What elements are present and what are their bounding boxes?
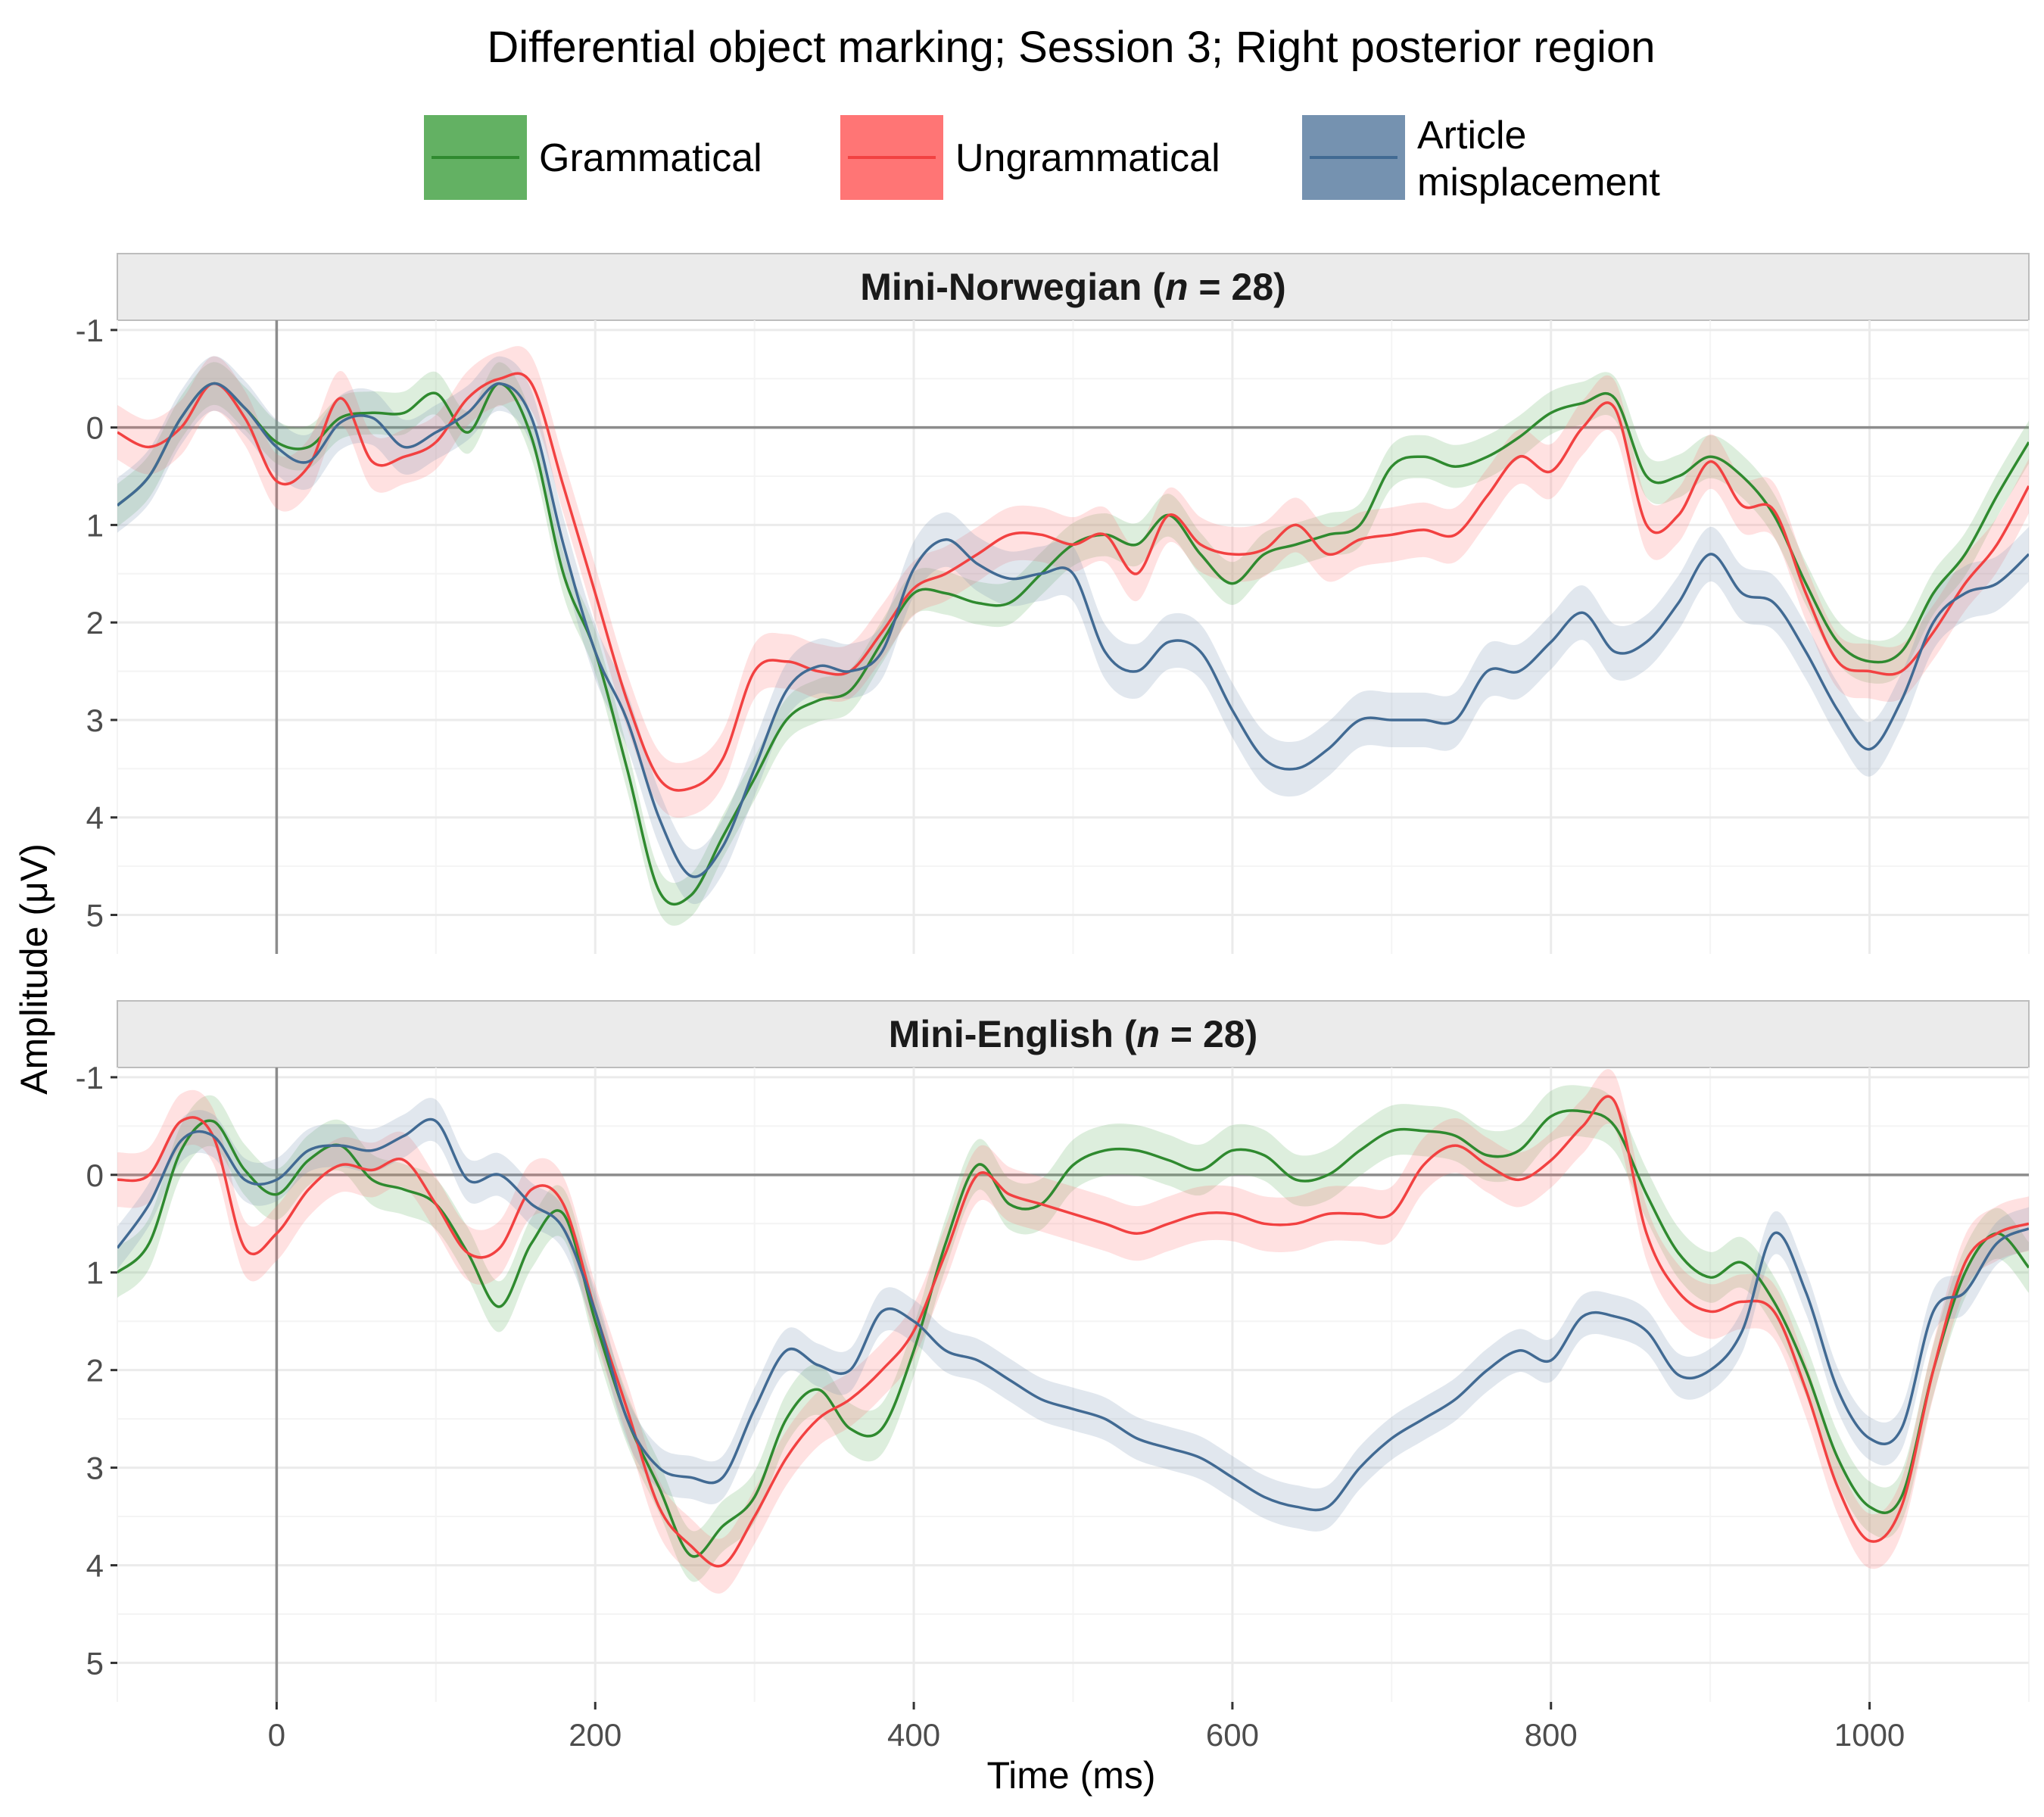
x-tick-label: 200: [569, 1717, 622, 1753]
legend-item-article-misplacement: Article misplacement: [1302, 114, 1660, 204]
y-tick-label: -1: [76, 313, 104, 348]
chart-title: Differential object marking; Session 3; …: [487, 23, 1655, 72]
panel-series: [117, 1069, 2029, 1594]
x-tick-label: 800: [1525, 1717, 1578, 1753]
x-tick-label: 600: [1206, 1717, 1259, 1753]
x-axis-title: Time (ms): [986, 1754, 1155, 1797]
legend-label-article-misplacement: Article misplacement: [1417, 114, 1660, 204]
panel-1: Mini-Norwegian (n = 28) -1 0 1 2 3 4 5: [76, 253, 2030, 954]
x-tick-label: 1000: [1834, 1717, 1905, 1753]
x-tick-label: 0: [268, 1717, 285, 1753]
panel-2: Mini-English (n = 28) -1 0 1 2 3 4 5 0 200 400 600 8…: [76, 1000, 2030, 1753]
legend-label-grammatical: Grammatical: [539, 136, 762, 180]
legend-label-ungrammatical: Ungrammatical: [955, 136, 1220, 180]
y-tick-label: 3: [86, 1451, 104, 1486]
y-tick-label: 4: [86, 1548, 104, 1584]
panel-strip: [117, 253, 2030, 321]
y-tick-label: 0: [86, 1158, 104, 1193]
y-tick-label: 0: [86, 410, 104, 446]
legend: Grammatical Ungrammatical Article mispla…: [424, 114, 1660, 204]
panel-strip: [117, 1000, 2030, 1068]
chart-panels: Mini-Norwegian (n = 28)-1012345Mini-Engl…: [76, 253, 2030, 1753]
y-tick-label: 1: [86, 1255, 104, 1291]
series-line-article-misplacement: [117, 1117, 2029, 1512]
series-line-ungrammatical: [117, 372, 2029, 792]
y-tick-label: 1: [86, 507, 104, 543]
series-line-article-misplacement: [117, 382, 2029, 878]
y-axis-title: Amplitude (μV): [13, 843, 55, 1095]
ribbon-ungrammatical: [117, 346, 2029, 818]
y-tick-label: 2: [86, 1353, 104, 1388]
legend-item-ungrammatical: Ungrammatical: [840, 115, 1220, 200]
x-tick-label: 400: [887, 1717, 940, 1753]
ribbon-article-misplacement: [117, 1098, 2029, 1532]
y-tick-label: 2: [86, 605, 104, 640]
panel-series: [117, 346, 2029, 926]
y-tick-label: 5: [86, 897, 104, 933]
panel-strip-label: Mini-English (n = 28): [889, 1013, 1258, 1055]
ribbon-article-misplacement: [117, 356, 2029, 905]
legend-item-grammatical: Grammatical: [424, 115, 762, 200]
y-tick-label: -1: [76, 1060, 104, 1095]
ribbon-grammatical: [117, 1085, 2029, 1582]
y-tick-label: 4: [86, 800, 104, 836]
y-tick-label: 5: [86, 1645, 104, 1681]
panel-strip-label: Mini-Norwegian (n = 28): [860, 266, 1286, 308]
panel-grid: [117, 1067, 2030, 1702]
y-tick-label: 3: [86, 703, 104, 738]
series-line-ungrammatical: [117, 1095, 2029, 1568]
